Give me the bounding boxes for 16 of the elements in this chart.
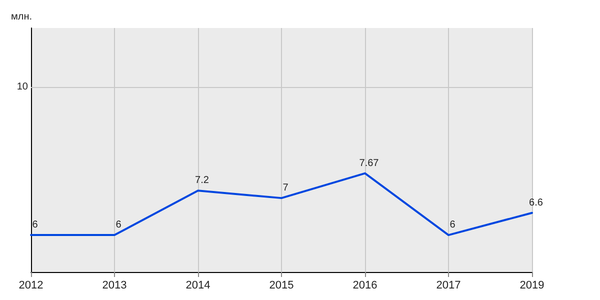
data-label: 6 bbox=[116, 220, 122, 231]
data-label: 6 bbox=[32, 220, 38, 231]
data-label: 7.67 bbox=[359, 158, 380, 169]
x-tick-label: 2013 bbox=[102, 280, 127, 292]
data-label: 7 bbox=[282, 182, 289, 194]
x-tick-label: 2012 bbox=[18, 280, 44, 292]
y-axis-title: млн. bbox=[11, 12, 32, 22]
x-tick-label: 2015 bbox=[269, 280, 294, 292]
data-label: 6 bbox=[450, 220, 456, 231]
x-tick-label: 2019 bbox=[520, 280, 544, 292]
x-tick-label: 2017 bbox=[436, 280, 461, 292]
ref-line-label: 10 bbox=[16, 82, 28, 93]
x-tick-label: 2016 bbox=[352, 280, 378, 292]
data-label: 7.2 bbox=[195, 175, 210, 186]
data-label: 6.6 bbox=[529, 197, 544, 208]
x-tick-label: 2014 bbox=[186, 280, 210, 292]
